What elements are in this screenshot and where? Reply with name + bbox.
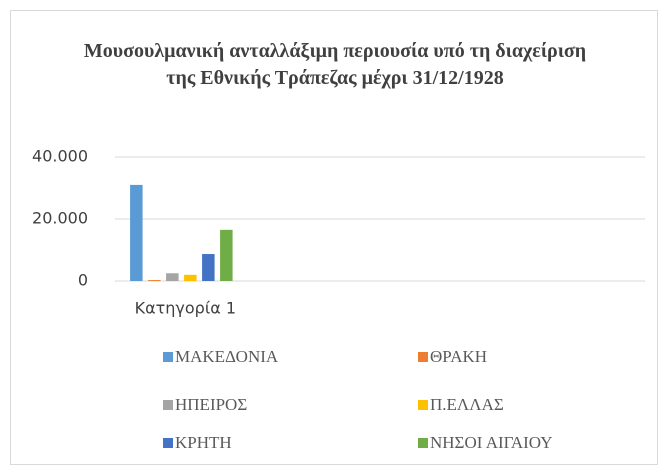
legend-label: Π.ΕΛΛΑΣ [430,395,504,414]
x-tick-label: Κατηγορία 1 [135,299,236,318]
bar [130,185,143,281]
legend-swatch [163,400,173,410]
legend-label: ΗΠΕΙΡΟΣ [175,395,247,414]
legend-label: ΚΡΗΤΗ [175,433,232,452]
y-tick-label: 0 [78,271,88,290]
legend-label: ΘΡΑΚΗ [430,347,487,366]
legend-swatch [418,438,428,448]
bar [166,273,179,281]
bar [148,280,161,281]
page: 0 20.000 40.000 Κατηγορία 1 ΜΑΚΕΔΟΝΙΑ ΘΡΑΚΗ ΗΠ… [0,0,668,475]
y-tick-label: 20.000 [32,209,88,228]
legend-swatch [163,352,173,362]
legend-label: ΝΗΣΟΙ ΑΙΓΑΙΟΥ [430,433,552,452]
legend-swatch [418,352,428,362]
bar [184,275,197,281]
bar [220,230,233,281]
legend-swatch [418,400,428,410]
y-tick-label: 40.000 [32,147,88,166]
chart-title: Μουσουλμανική ανταλλάξιμη περιουσία υπό … [80,38,590,92]
legend-swatch [163,438,173,448]
legend-label: ΜΑΚΕΔΟΝΙΑ [175,347,279,366]
bar [202,254,215,281]
